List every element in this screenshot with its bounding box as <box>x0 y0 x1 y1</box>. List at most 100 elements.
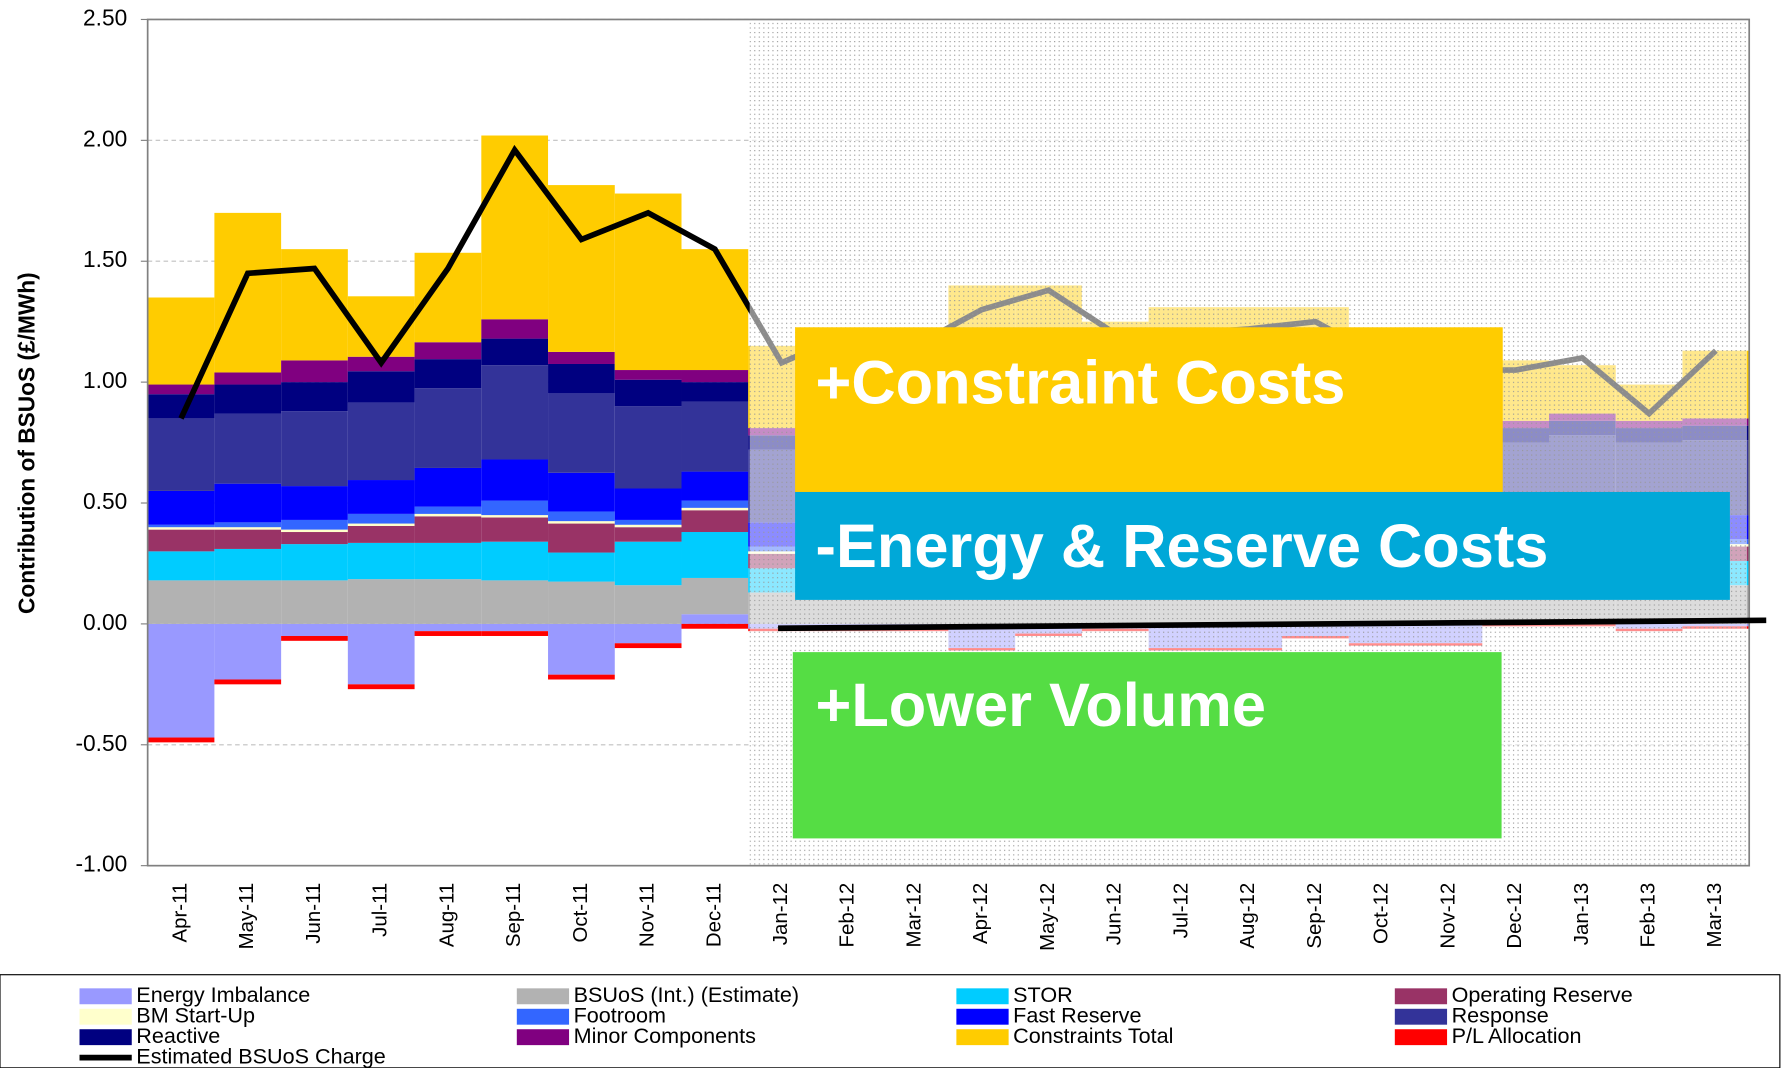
bar-segment <box>481 515 549 518</box>
bar-segment <box>214 483 282 523</box>
bar-segment <box>414 513 482 517</box>
legend-swatch <box>1394 1008 1448 1025</box>
legend-label: Fast Reserve <box>1013 1002 1141 1027</box>
bar-segment <box>347 513 415 524</box>
bar-segment <box>347 371 415 403</box>
bar-segment <box>681 370 749 383</box>
x-tick-label: Apr-11 <box>168 883 191 943</box>
legend-swatch <box>79 988 132 1005</box>
annotation: +Constraint Costs <box>816 348 1346 417</box>
x-tick-label: Apr-12 <box>969 883 992 944</box>
bar-segment <box>147 623 215 738</box>
bar-segment <box>614 527 682 542</box>
x-tick-label: Dec-12 <box>1503 883 1526 949</box>
plot-frame <box>146 18 1751 867</box>
legend-swatch <box>79 1008 132 1025</box>
annotation-box <box>795 491 1730 600</box>
bar-segment <box>147 527 215 530</box>
bar-segment <box>548 351 615 364</box>
bar-segment <box>214 623 282 680</box>
bar-segment <box>214 580 282 624</box>
bar-segment <box>681 614 749 624</box>
legend-swatch <box>1394 988 1448 1005</box>
bar-segment <box>481 338 549 366</box>
bar-segment <box>681 500 749 508</box>
bar-segment <box>147 529 215 552</box>
bar-segment <box>347 480 415 514</box>
bar-segment <box>614 370 682 380</box>
bar-segment <box>281 532 348 545</box>
bar-segment <box>214 522 282 528</box>
bar-segment <box>614 379 682 407</box>
legend-label: Minor Components <box>574 1023 757 1048</box>
legend-swatch <box>956 1029 1009 1046</box>
legend-swatch <box>516 1008 570 1025</box>
bar-segment <box>347 523 415 526</box>
bar-segment <box>347 525 415 543</box>
bar-segment <box>281 623 348 636</box>
bar-segment <box>681 507 749 511</box>
bar-segment <box>214 384 282 414</box>
bar-segment <box>214 529 282 549</box>
bar-segment <box>147 418 215 491</box>
y-tick-label: 2.00 <box>83 125 127 151</box>
bar-segment <box>214 372 282 385</box>
legend-label: Operating Reserve <box>1452 982 1633 1007</box>
bar-segment <box>347 579 415 624</box>
bar-segment <box>614 541 682 586</box>
bar-segment <box>481 459 549 501</box>
bar-segment <box>681 471 749 501</box>
bar-segment <box>481 500 549 516</box>
legend-label: P/L Allocation <box>1452 1023 1582 1048</box>
bar-segment <box>281 635 348 641</box>
bar-segment <box>548 581 615 624</box>
bar-segment <box>347 623 415 685</box>
bar-segment <box>147 737 215 743</box>
legend-swatch <box>516 988 570 1005</box>
bar-segment <box>548 363 615 394</box>
bar-segment <box>281 411 348 487</box>
x-tick-label: Sep-11 <box>502 883 525 947</box>
x-tick-label: Jul-12 <box>1169 883 1192 939</box>
bar-segment <box>214 413 282 484</box>
legend-label: Constraints Total <box>1013 1023 1173 1048</box>
y-tick-label: 0.50 <box>83 488 127 514</box>
x-tick-label: Nov-12 <box>1436 883 1459 949</box>
y-tick-label: 2.50 <box>83 4 127 30</box>
bar-segment <box>481 319 549 339</box>
bar-segment <box>548 674 615 680</box>
legend-label: BM Start-Up <box>136 1002 255 1027</box>
x-tick-label: Nov-11 <box>636 883 659 947</box>
bar-segment <box>548 552 615 582</box>
bar-segment <box>481 631 549 636</box>
bar-segment <box>548 472 615 512</box>
x-tick-label: Oct-12 <box>1370 883 1393 944</box>
bar-segment <box>214 679 282 685</box>
y-tick-label: 0.00 <box>83 609 127 635</box>
x-tick-label: Aug-12 <box>1236 883 1259 949</box>
x-tick-label: Aug-11 <box>435 883 458 947</box>
x-tick-label: Jan-12 <box>769 883 792 946</box>
legend-label: STOR <box>1013 982 1073 1007</box>
bar-segment <box>414 542 482 580</box>
y-tick-label: 1.00 <box>83 367 127 393</box>
x-tick-label: Mar-13 <box>1703 883 1726 948</box>
bar-segment <box>614 623 682 644</box>
legend-swatch <box>79 1029 132 1046</box>
bar-segment <box>414 516 482 543</box>
bar-segment <box>681 510 749 533</box>
x-tick-label: Sep-12 <box>1303 883 1326 949</box>
x-tick-label: May-11 <box>235 883 258 950</box>
bar-segment <box>614 406 682 489</box>
bar-segment <box>347 542 415 580</box>
bar-segment <box>214 212 282 373</box>
x-tick-label: Jan-13 <box>1570 883 1593 946</box>
bar-segment <box>548 511 615 522</box>
bar-segment <box>481 135 549 320</box>
bar-segment <box>147 384 215 395</box>
bar-segment <box>681 382 749 402</box>
bar-segment <box>614 488 682 520</box>
bar-segment <box>681 532 749 578</box>
annotation-box <box>792 652 1502 839</box>
bar-segment <box>481 623 549 632</box>
